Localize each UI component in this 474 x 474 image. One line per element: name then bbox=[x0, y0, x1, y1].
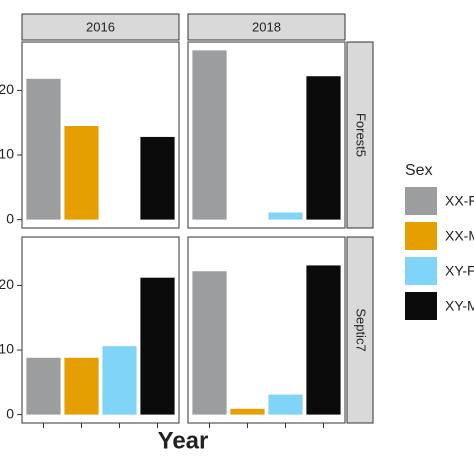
strip bbox=[21, 13, 180, 41]
bar bbox=[64, 357, 99, 415]
strip bbox=[346, 236, 374, 424]
bar bbox=[102, 346, 137, 415]
bar bbox=[26, 78, 61, 220]
legend-label: XX-F bbox=[445, 193, 474, 209]
legend-label: XX-M bbox=[445, 228, 474, 244]
legend-label: XY-F bbox=[445, 263, 474, 279]
legend-key bbox=[405, 257, 437, 285]
y-tick-label: 20 bbox=[0, 276, 14, 292]
bar bbox=[306, 265, 341, 415]
bar bbox=[306, 76, 341, 220]
strip-label: Forest5 bbox=[354, 113, 369, 157]
bar bbox=[268, 394, 303, 415]
y-tick-label: 20 bbox=[0, 81, 14, 97]
bar bbox=[192, 50, 227, 220]
strip-label: Septic7 bbox=[354, 308, 369, 351]
plot-root: Year Sex 2016 2018 Forest5 0 10 20 Septic7 0 10 2… bbox=[0, 13, 474, 454]
x-axis-title: Year bbox=[158, 427, 209, 454]
legend-label: XY-M bbox=[445, 298, 474, 314]
strip-label: 2016 bbox=[86, 19, 115, 34]
legend-key bbox=[405, 222, 437, 250]
bar bbox=[26, 357, 61, 415]
y-tick-label: 10 bbox=[0, 341, 14, 357]
bar bbox=[140, 136, 175, 220]
legend-title: Sex bbox=[405, 162, 433, 179]
bar bbox=[268, 212, 303, 220]
y-tick-label: 10 bbox=[0, 146, 14, 162]
strip bbox=[346, 41, 374, 229]
y-tick-label: 0 bbox=[6, 210, 14, 226]
legend-key bbox=[405, 292, 437, 320]
y-tick-label: 0 bbox=[6, 405, 14, 421]
bar bbox=[140, 277, 175, 415]
legend-key bbox=[405, 187, 437, 215]
bar bbox=[64, 125, 99, 220]
bar bbox=[192, 271, 227, 415]
bar bbox=[230, 408, 265, 415]
strip bbox=[187, 13, 346, 41]
strip-label: 2018 bbox=[252, 19, 281, 34]
